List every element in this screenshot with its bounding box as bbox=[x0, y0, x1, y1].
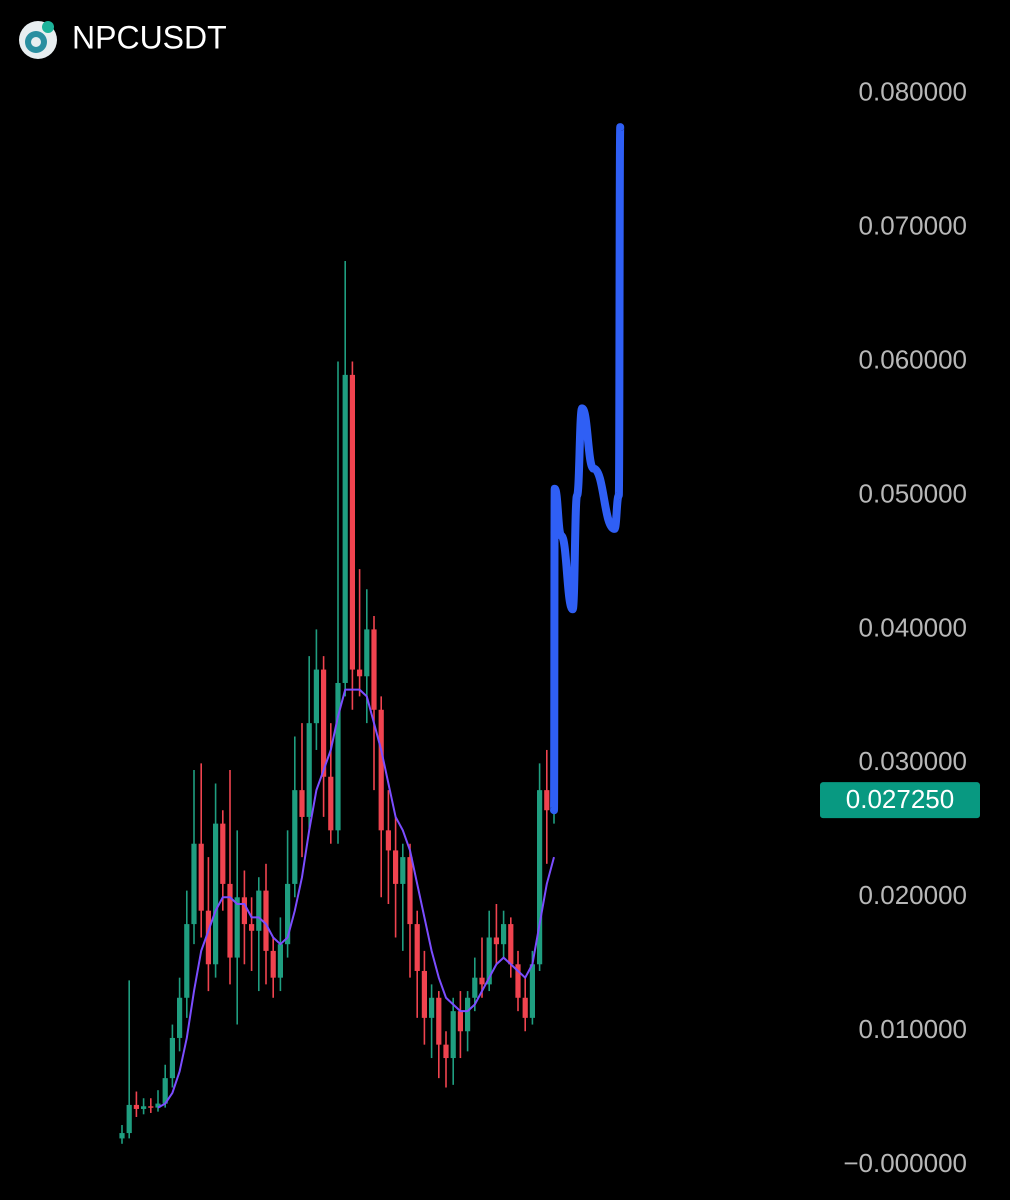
candle-body bbox=[501, 924, 507, 945]
candle-body bbox=[537, 790, 543, 965]
candle-body bbox=[429, 997, 435, 1018]
candle-body bbox=[227, 883, 233, 958]
candle-body bbox=[263, 890, 269, 951]
candle-body bbox=[436, 997, 442, 1045]
candle-body bbox=[184, 924, 190, 998]
candle-body bbox=[141, 1106, 147, 1109]
moving-average-line bbox=[157, 688, 555, 1109]
symbol-icon bbox=[19, 21, 57, 59]
y-tick-label: 0.060000 bbox=[859, 344, 967, 374]
candle-body bbox=[119, 1133, 125, 1139]
candle-body bbox=[457, 1011, 463, 1032]
candle-body bbox=[155, 1103, 161, 1108]
candle-body bbox=[198, 843, 204, 911]
candle-body bbox=[443, 1044, 449, 1059]
candle-body bbox=[313, 669, 319, 724]
chart-title: NPCUSDT bbox=[72, 19, 227, 55]
candle-body bbox=[522, 997, 528, 1018]
candle-body bbox=[393, 850, 399, 884]
candle-body bbox=[515, 964, 521, 998]
candle-body bbox=[277, 944, 283, 978]
candle-body bbox=[321, 669, 327, 777]
candle-body bbox=[357, 669, 363, 677]
y-tick-label: 0.040000 bbox=[859, 612, 967, 642]
candle-body bbox=[270, 950, 276, 978]
candle-body bbox=[249, 924, 255, 931]
candle-body bbox=[126, 1104, 132, 1134]
candle-body bbox=[234, 897, 240, 958]
y-tick-label: 0.020000 bbox=[859, 880, 967, 910]
candle-body bbox=[378, 709, 384, 831]
candle-body bbox=[465, 997, 471, 1032]
projection-line bbox=[550, 123, 625, 815]
candle-body bbox=[256, 890, 262, 931]
candle-body bbox=[414, 924, 420, 971]
candle-body bbox=[292, 790, 298, 884]
y-tick-label: −0.000000 bbox=[843, 1148, 967, 1178]
candle-body bbox=[508, 924, 514, 965]
y-tick-label: 0.070000 bbox=[859, 210, 967, 240]
candle-body bbox=[133, 1104, 139, 1109]
candle-body bbox=[306, 723, 312, 817]
candle-body bbox=[400, 857, 406, 884]
candle-body bbox=[241, 897, 247, 925]
candle-body bbox=[385, 830, 391, 851]
last-price-label: 0.027250 bbox=[846, 784, 954, 814]
candle-body bbox=[191, 843, 197, 925]
candle-body bbox=[220, 823, 226, 884]
candle-body bbox=[529, 964, 535, 1018]
y-tick-label: 0.030000 bbox=[859, 746, 967, 776]
candle-body bbox=[169, 1037, 175, 1079]
candle-body bbox=[544, 790, 550, 811]
candle-body bbox=[371, 629, 377, 710]
candle-body bbox=[205, 910, 211, 965]
candle-body bbox=[285, 883, 291, 945]
candle-body bbox=[177, 997, 183, 1038]
candle-body bbox=[213, 823, 219, 965]
candle-body bbox=[328, 776, 334, 831]
candle-body bbox=[479, 977, 485, 985]
candle-body bbox=[364, 629, 370, 677]
candle-body bbox=[342, 374, 348, 683]
candle-body bbox=[407, 857, 413, 925]
y-tick-label: 0.080000 bbox=[859, 76, 967, 106]
candle-body bbox=[450, 1011, 456, 1059]
candle-body bbox=[493, 937, 499, 945]
candle-body bbox=[421, 970, 427, 1018]
candle-body bbox=[148, 1106, 154, 1108]
candle-body bbox=[162, 1078, 168, 1104]
y-tick-label: 0.050000 bbox=[859, 478, 967, 508]
candle-body bbox=[349, 374, 355, 670]
candle-body bbox=[299, 790, 305, 817]
candle-body bbox=[472, 977, 478, 998]
candle-body bbox=[486, 937, 492, 985]
candle-body bbox=[335, 682, 341, 831]
last-price-tag bbox=[820, 782, 980, 819]
y-tick-label: 0.010000 bbox=[859, 1014, 967, 1044]
